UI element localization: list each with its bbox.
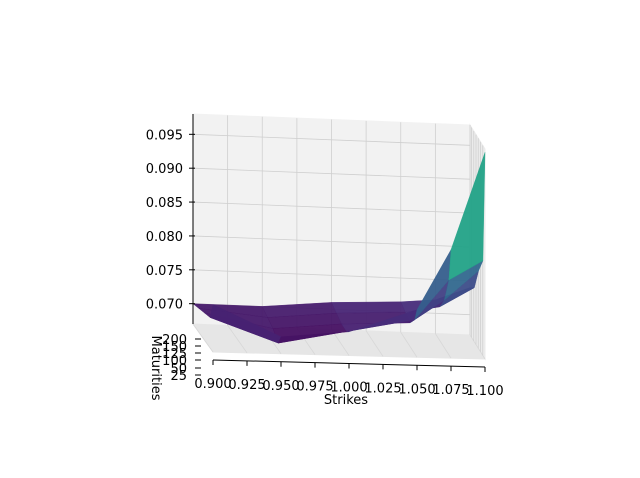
y-axis-label: Maturities <box>148 336 163 401</box>
z-tick-label: 0.075 <box>146 264 183 279</box>
y-tick-label: 200 <box>162 333 187 348</box>
z-tick-label: 0.095 <box>146 128 183 143</box>
y-tick-label: 150 <box>162 340 187 355</box>
tick-labels: 0.9000.9250.9500.9751.0001.0251.0501.075… <box>146 128 504 399</box>
y-tick-label: 125 <box>162 347 187 362</box>
x-tick-label: 1.000 <box>330 381 367 396</box>
z-tick-label: 0.090 <box>146 162 183 177</box>
grid-line-floor <box>331 329 350 356</box>
surface-mesh <box>192 152 486 344</box>
x-tick-label: 1.100 <box>466 384 503 399</box>
axis-lines <box>189 114 486 376</box>
z-tick-label: 0.070 <box>146 298 183 313</box>
grid-line-floor <box>435 333 452 359</box>
x-axis-label: Strikes <box>324 393 368 408</box>
y-tick-label: 50 <box>170 362 187 377</box>
grid-line-z <box>192 269 471 282</box>
grid-line-z <box>192 235 471 248</box>
x-tick-label: 1.025 <box>364 381 401 396</box>
grid-line-z <box>192 167 471 180</box>
surface-patch <box>331 301 406 314</box>
x-tick-label: 0.975 <box>296 380 333 395</box>
z-tick-label: 0.080 <box>146 230 183 245</box>
grid-line-z <box>192 133 471 146</box>
x-tick-label: 0.925 <box>228 378 265 393</box>
x-tick-label: 0.950 <box>262 379 299 394</box>
y-tick-label: 25 <box>170 369 187 384</box>
grid-line-z <box>192 201 471 214</box>
z-tick-label: 0.085 <box>146 196 183 211</box>
x-tick-label: 1.050 <box>398 382 435 397</box>
x-tick-label: 1.075 <box>432 383 469 398</box>
grid-line-floor <box>192 323 214 353</box>
grid-line-floor <box>365 330 384 357</box>
surface-patch <box>448 152 486 281</box>
x-tick-label: 0.900 <box>194 377 231 392</box>
y-tick-label: 100 <box>162 354 187 369</box>
grid-line-floor <box>400 332 418 358</box>
grid-line-floor <box>227 325 248 354</box>
